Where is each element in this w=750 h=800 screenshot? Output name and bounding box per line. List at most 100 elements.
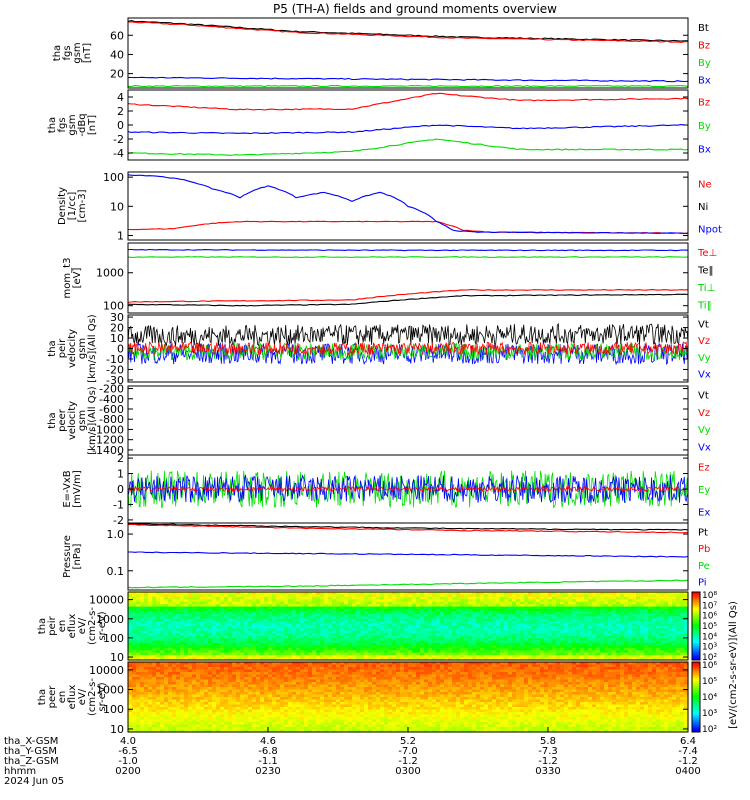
heatmap-cell (340, 630, 345, 634)
heatmap-cell (476, 650, 481, 654)
heatmap-cell (524, 609, 529, 613)
heatmap-cell (212, 626, 217, 630)
heatmap-cell (148, 621, 153, 625)
heatmap-cell (220, 719, 225, 723)
heatmap-cell (508, 599, 513, 603)
heatmap-cell (672, 628, 677, 632)
heatmap-cell (184, 633, 189, 637)
heatmap-cell (404, 638, 409, 642)
heatmap-cell (276, 652, 281, 656)
heatmap-cell (384, 647, 389, 651)
heatmap-cell (164, 657, 169, 661)
heatmap-cell (136, 729, 141, 733)
heatmap-cell (644, 599, 649, 603)
heatmap-cell (312, 643, 317, 647)
heatmap-cell (584, 626, 589, 630)
heatmap-cell (604, 616, 609, 620)
heatmap-cell (340, 599, 345, 603)
heatmap-cell (500, 611, 505, 615)
heatmap-cell (664, 630, 669, 634)
heatmap-cell (616, 592, 621, 596)
heatmap-cell (532, 592, 537, 596)
heatmap-cell (232, 657, 237, 661)
heatmap-cell (436, 618, 441, 622)
heatmap-cell (520, 633, 525, 637)
heatmap-cell (684, 611, 689, 615)
heatmap-cell (492, 655, 497, 659)
heatmap-cell (272, 643, 277, 647)
heatmap-cell (680, 609, 685, 613)
heatmap-cell (608, 655, 613, 659)
heatmap-cell (336, 596, 341, 600)
heatmap-cell (596, 594, 601, 598)
heatmap-cell (524, 630, 529, 634)
heatmap-cell (656, 601, 661, 605)
heatmap-cell (456, 604, 461, 608)
heatmap-cell (328, 645, 333, 649)
heatmap-cell (680, 650, 685, 654)
series-By (128, 85, 689, 88)
heatmap-cell (192, 724, 197, 728)
heatmap-cell (440, 613, 445, 617)
heatmap-cell (332, 606, 337, 610)
heatmap-cell (356, 630, 361, 634)
heatmap-cell (136, 724, 141, 728)
heatmap-cell (380, 609, 385, 613)
heatmap-cell (160, 618, 165, 622)
heatmap-cell (272, 647, 277, 651)
heatmap-cell (448, 618, 453, 622)
heatmap-cell (228, 621, 233, 625)
heatmap-cell (164, 694, 169, 698)
heatmap-cell (584, 645, 589, 649)
heatmap-cell (504, 621, 509, 625)
heatmap-cell (420, 638, 425, 642)
heatmap-cell (552, 618, 557, 622)
heatmap-cell (484, 628, 489, 632)
heatmap-cell (616, 640, 621, 644)
heatmap-cell (580, 650, 585, 654)
heatmap-cell (176, 694, 181, 698)
heatmap-cell (612, 621, 617, 625)
heatmap-cell (648, 601, 653, 605)
heatmap-cell (324, 613, 329, 617)
y-tick-label: 10000 (89, 594, 124, 607)
heatmap-cell (660, 606, 665, 610)
heatmap-cell (180, 677, 185, 681)
heatmap-cell (360, 628, 365, 632)
heatmap-cell (680, 592, 685, 596)
heatmap-cell (156, 618, 161, 622)
heatmap-cell (192, 684, 197, 688)
heatmap-cell (540, 626, 545, 630)
heatmap-cell (240, 689, 245, 693)
heatmap-cell (224, 684, 229, 688)
heatmap-cell (164, 638, 169, 642)
heatmap-cell (172, 623, 177, 627)
heatmap-cell (156, 645, 161, 649)
heatmap-cell (352, 621, 357, 625)
heatmap-cell (176, 679, 181, 683)
heatmap-cell (632, 640, 637, 644)
heatmap-cell (128, 664, 133, 668)
heatmap-cell (300, 657, 305, 661)
heatmap-cell (224, 667, 229, 671)
heatmap-cell (208, 635, 213, 639)
heatmap-cell (564, 611, 569, 615)
heatmap-cell (268, 596, 273, 600)
heatmap-cell (300, 618, 305, 622)
heatmap-cell (180, 684, 185, 688)
heatmap-cell (216, 626, 221, 630)
heatmap-cell (476, 652, 481, 656)
heatmap-cell (204, 655, 209, 659)
heatmap-cell (596, 621, 601, 625)
heatmap-cell (180, 667, 185, 671)
heatmap-cell (192, 664, 197, 668)
heatmap-cell (148, 677, 153, 681)
heatmap-cell (188, 694, 193, 698)
series-Ti‖ (127, 256, 689, 258)
heatmap-cell (128, 677, 133, 681)
heatmap-cell (436, 657, 441, 661)
heatmap-cell (672, 645, 677, 649)
heatmap-cell (512, 618, 517, 622)
heatmap-cell (564, 594, 569, 598)
